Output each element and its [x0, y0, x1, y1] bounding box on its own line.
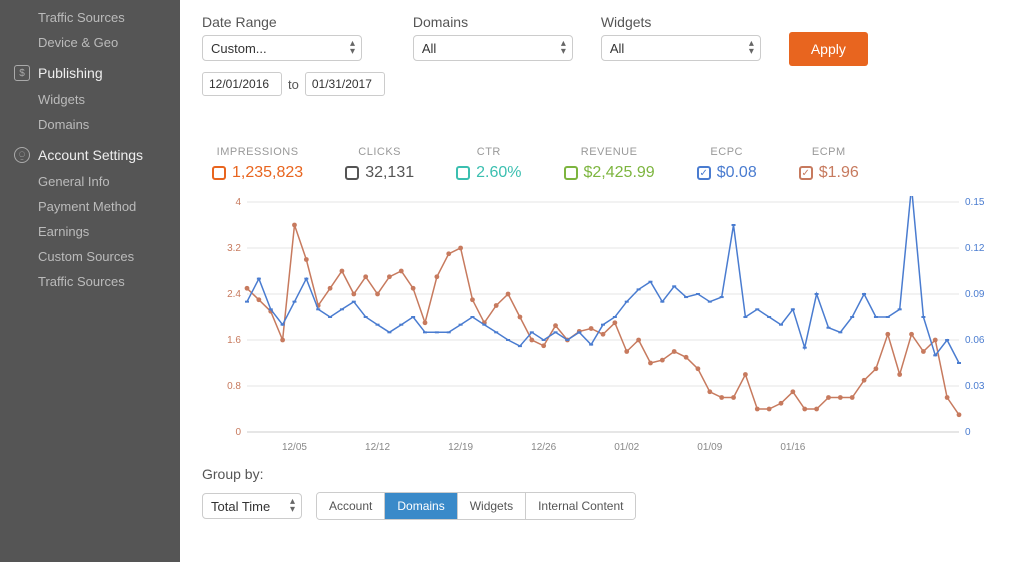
sidebar-item[interactable]: Traffic Sources	[0, 5, 180, 30]
metric-checkbox[interactable]	[564, 166, 578, 180]
sidebar-item[interactable]: Domains	[0, 112, 180, 137]
metric-value: 32,131	[365, 164, 414, 182]
segment-internal-content[interactable]: Internal Content	[526, 493, 635, 519]
metric-label: CTR	[456, 146, 521, 158]
sidebar-heading[interactable]: $Publishing	[0, 55, 180, 87]
account-settings-icon: ⍜	[14, 147, 30, 163]
svg-text:0.8: 0.8	[227, 381, 241, 392]
metric-checkbox[interactable]: ✓	[697, 166, 711, 180]
date-to-input[interactable]	[305, 72, 385, 96]
domains-select[interactable]: All ▴▾	[413, 35, 573, 61]
metric-label: REVENUE	[564, 146, 655, 158]
chevron-updown-icon: ▴▾	[290, 498, 295, 514]
chart-area: 0 0.8 1.6 2.4 3.2 4 0 0.03 0.06 0.09 0.12 0.15 12/05…	[202, 196, 1002, 456]
chevron-updown-icon: ▴▾	[749, 40, 754, 56]
date-range-select[interactable]: Custom... ▴▾	[202, 35, 362, 61]
metric-ctr: CTR 2.60%	[456, 146, 521, 182]
svg-text:4: 4	[235, 197, 241, 208]
sidebar-item[interactable]: Device & Geo	[0, 30, 180, 55]
metric-label: eCPM	[799, 146, 859, 158]
svg-text:12/12: 12/12	[365, 442, 390, 453]
filter-bar: Date Range Custom... ▴▾ to Domains All ▴…	[202, 14, 1002, 96]
svg-text:0.03: 0.03	[965, 381, 985, 392]
metric-value: 1,235,823	[232, 164, 303, 182]
svg-text:0.15: 0.15	[965, 197, 985, 208]
metric-checkbox[interactable]	[212, 166, 226, 180]
svg-text:0.09: 0.09	[965, 289, 985, 300]
metric-value: $0.08	[717, 164, 757, 182]
metric-impressions: IMPRESSIONS 1,235,823	[212, 146, 303, 182]
sidebar-item[interactable]: Payment Method	[0, 194, 180, 219]
metric-value: $2,425.99	[584, 164, 655, 182]
metric-clicks: CLICKS 32,131	[345, 146, 414, 182]
metric-label: eCPC	[697, 146, 757, 158]
date-to-label: to	[288, 77, 299, 92]
svg-text:12/26: 12/26	[531, 442, 556, 453]
main-content: Date Range Custom... ▴▾ to Domains All ▴…	[180, 0, 1024, 562]
widgets-label: Widgets	[601, 14, 761, 30]
metric-checkbox[interactable]: ✓	[799, 166, 813, 180]
metric-checkbox[interactable]	[456, 166, 470, 180]
sidebar-item[interactable]: Traffic Sources	[0, 269, 180, 294]
date-from-input[interactable]	[202, 72, 282, 96]
domains-label: Domains	[413, 14, 573, 30]
sidebar-item[interactable]: Custom Sources	[0, 244, 180, 269]
sidebar-item[interactable]: Widgets	[0, 87, 180, 112]
sidebar: Traffic SourcesDevice & Geo $PublishingW…	[0, 0, 180, 562]
segment-group: AccountDomainsWidgetsInternal Content	[316, 492, 636, 520]
svg-text:01/02: 01/02	[614, 442, 639, 453]
groupby-section: Group by: Total Time ▴▾ AccountDomainsWi…	[202, 466, 1002, 520]
metric-revenue: REVENUE $2,425.99	[564, 146, 655, 182]
publishing-icon: $	[14, 65, 30, 81]
metric-ecpm: eCPM ✓ $1.96	[799, 146, 859, 182]
groupby-label: Group by:	[202, 466, 1002, 482]
svg-text:1.6: 1.6	[227, 335, 241, 346]
metric-value: 2.60%	[476, 164, 521, 182]
date-range-label: Date Range	[202, 14, 385, 30]
chevron-updown-icon: ▴▾	[561, 40, 566, 56]
metric-label: CLICKS	[345, 146, 414, 158]
sidebar-heading[interactable]: ⍜Account Settings	[0, 137, 180, 169]
sidebar-item[interactable]: Earnings	[0, 219, 180, 244]
apply-button[interactable]: Apply	[789, 32, 868, 66]
svg-text:0: 0	[235, 427, 241, 438]
widgets-select[interactable]: All ▴▾	[601, 35, 761, 61]
svg-text:0.12: 0.12	[965, 243, 985, 254]
metric-label: IMPRESSIONS	[212, 146, 303, 158]
segment-domains[interactable]: Domains	[385, 493, 457, 519]
segment-widgets[interactable]: Widgets	[458, 493, 526, 519]
svg-text:01/16: 01/16	[780, 442, 805, 453]
segment-account[interactable]: Account	[317, 493, 385, 519]
metric-value: $1.96	[819, 164, 859, 182]
svg-text:3.2: 3.2	[227, 243, 241, 254]
svg-text:2.4: 2.4	[227, 289, 241, 300]
svg-text:01/09: 01/09	[697, 442, 722, 453]
sidebar-item[interactable]: General Info	[0, 169, 180, 194]
svg-text:0: 0	[965, 427, 971, 438]
line-chart: 0 0.8 1.6 2.4 3.2 4 0 0.03 0.06 0.09 0.12 0.15 12/05…	[212, 196, 1002, 456]
metric-ecpc: eCPC ✓ $0.08	[697, 146, 757, 182]
svg-text:12/19: 12/19	[448, 442, 473, 453]
svg-text:12/05: 12/05	[282, 442, 307, 453]
chevron-updown-icon: ▴▾	[350, 40, 355, 56]
time-group-select[interactable]: Total Time ▴▾	[202, 493, 302, 519]
metrics-row: IMPRESSIONS 1,235,823 CLICKS 32,131 CTR 2.60%…	[202, 146, 1002, 182]
metric-checkbox[interactable]	[345, 166, 359, 180]
svg-text:0.06: 0.06	[965, 335, 985, 346]
